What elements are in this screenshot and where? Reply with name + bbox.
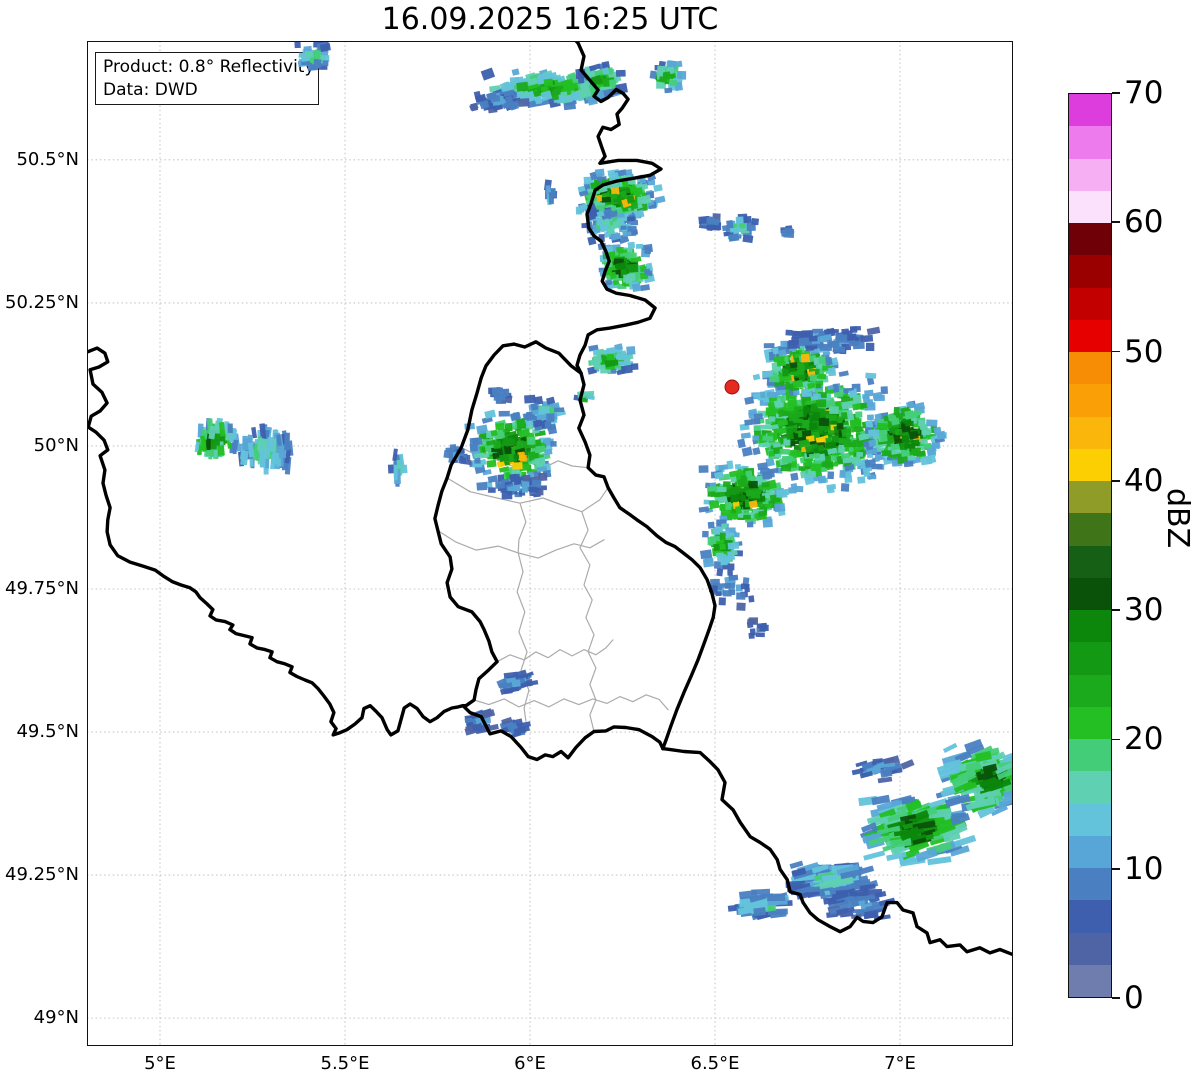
x-tick-label: 7°E (884, 1053, 916, 1074)
y-tick-label: 49.75°N (5, 577, 79, 599)
colorbar-segment (1069, 771, 1111, 804)
colorbar-segment (1069, 481, 1111, 514)
x-tick-label: 5°E (144, 1053, 176, 1074)
colorbar-segment (1069, 610, 1111, 643)
colorbar-tick-label: 30 (1124, 592, 1164, 629)
y-tick-label: 50°N (33, 434, 79, 456)
colorbar-tick-mark (1112, 738, 1120, 741)
colorbar-tick-label: 10 (1124, 850, 1164, 887)
x-tick-label: 6.5°E (690, 1053, 740, 1074)
colorbar-tick-label: 60 (1124, 204, 1164, 241)
colorbar-segment (1069, 900, 1111, 933)
colorbar-segment (1069, 803, 1111, 836)
y-tick-label: 50.25°N (5, 291, 79, 313)
colorbar-tick-label: 0 (1124, 980, 1144, 1016)
colorbar-tick-mark (1112, 867, 1120, 870)
colorbar-unit-label: dBZ (1160, 488, 1195, 549)
colorbar-segment (1069, 706, 1111, 739)
colorbar-segment (1069, 255, 1111, 288)
figure-title: 16.09.2025 16:25 UTC (381, 2, 719, 37)
colorbar-segment (1069, 545, 1111, 578)
colorbar-segment (1069, 416, 1111, 449)
colorbar-segment (1069, 577, 1111, 610)
country-borders (87, 41, 1013, 957)
colorbar-segment (1069, 158, 1111, 191)
colorbar-tick-mark (1112, 221, 1120, 224)
colorbar-segment (1069, 868, 1111, 901)
colorbar-tick-mark (1112, 997, 1120, 999)
product-annotation-box: Product: 0.8° Reflectivity Data: DWD (95, 52, 319, 105)
colorbar-segment (1069, 94, 1111, 127)
data-source-line: Data: DWD (103, 80, 198, 100)
colorbar-segment (1069, 287, 1111, 320)
colorbar-segment (1069, 642, 1111, 675)
colorbar-segment (1069, 674, 1111, 707)
colorbar-tick-label: 20 (1124, 721, 1164, 758)
colorbar-segment (1069, 126, 1111, 159)
colorbar-segment (1069, 384, 1111, 417)
y-tick-label: 49.25°N (5, 864, 79, 886)
product-line: Product: 0.8° Reflectivity (103, 57, 315, 77)
colorbar-tick-label: 40 (1124, 462, 1164, 499)
y-tick-label: 49°N (33, 1007, 79, 1029)
colorbar-tick-label: 50 (1124, 333, 1164, 370)
map-canvas-svg (87, 41, 1013, 957)
colorbar-segment (1069, 964, 1111, 997)
x-tick-label: 5.5°E (320, 1053, 370, 1074)
x-tick-label: 6°E (514, 1053, 546, 1074)
colorbar-segment (1069, 223, 1111, 256)
colorbar-tick-mark (1112, 92, 1120, 94)
colorbar-segment (1069, 448, 1111, 481)
colorbar-segment (1069, 835, 1111, 868)
colorbar-tick-mark (1112, 609, 1120, 611)
colorbar-segment (1069, 513, 1111, 546)
colorbar-segment (1069, 190, 1111, 223)
colorbar-segment (1069, 932, 1111, 965)
colorbar-segment (1069, 352, 1111, 385)
radar-site-dot (724, 379, 740, 395)
y-tick-label: 50.5°N (16, 148, 79, 170)
colorbar-segment (1069, 319, 1111, 352)
radar-echo-layer (194, 41, 1013, 921)
colorbar-tick-mark (1112, 480, 1120, 482)
canton-borders (437, 447, 669, 733)
colorbar (1068, 93, 1112, 998)
colorbar-segment (1069, 739, 1111, 772)
colorbar-tick-mark (1112, 350, 1120, 353)
y-tick-label: 49.5°N (16, 721, 79, 743)
colorbar-tick-label: 70 (1124, 75, 1164, 111)
